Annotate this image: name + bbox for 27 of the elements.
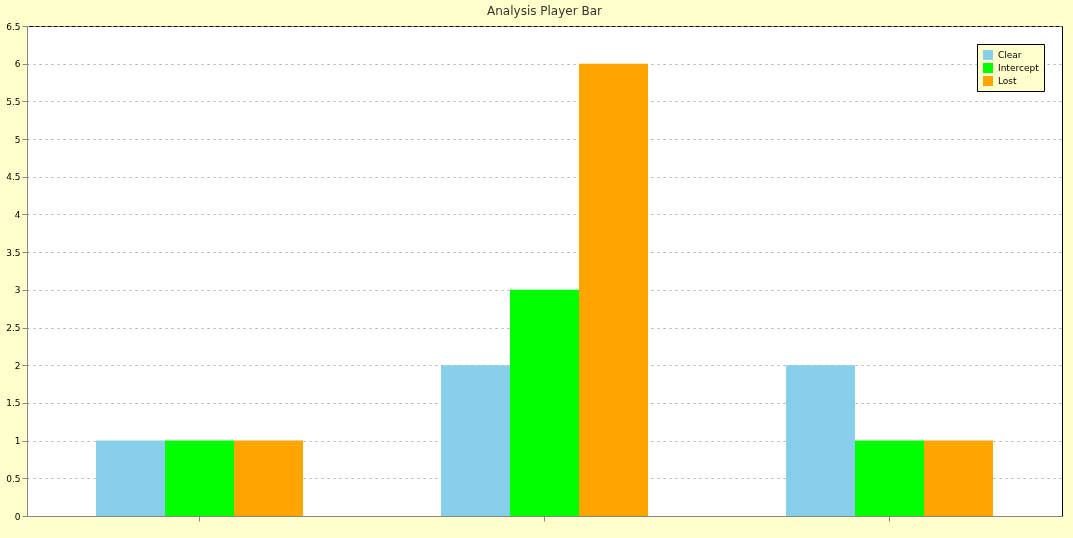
y-tick-label: 0: [14, 511, 21, 522]
y-tick-label: 4: [14, 209, 21, 220]
legend-label: Lost: [998, 76, 1018, 86]
y-tick-label: 5: [14, 134, 21, 145]
bar: [855, 440, 924, 516]
y-tick-label: 3.5: [6, 247, 21, 258]
bar: [924, 440, 993, 516]
chart-title: Analysis Player Bar: [487, 4, 603, 18]
bar: [786, 365, 855, 516]
bar: [441, 365, 510, 516]
y-tick-label: 5.5: [6, 96, 21, 107]
y-tick-label: 1.5: [6, 398, 21, 409]
bar: [96, 440, 165, 516]
y-tick-label: 0.5: [6, 473, 21, 484]
y-tick-label: 3: [14, 285, 21, 296]
y-tick-label: 2: [14, 360, 21, 371]
bar: [165, 440, 234, 516]
bar: [234, 440, 303, 516]
y-tick-label: 2.5: [6, 323, 21, 334]
legend-label: Clear: [998, 50, 1022, 60]
y-tick-label: 6.5: [6, 21, 21, 32]
y-tick-label: 4.5: [6, 172, 21, 183]
bar: [510, 289, 579, 516]
y-tick-label: 1: [14, 436, 21, 447]
y-tick-label: 6: [14, 59, 21, 70]
bar: [579, 63, 648, 516]
legend-label: Intercept: [998, 63, 1040, 73]
